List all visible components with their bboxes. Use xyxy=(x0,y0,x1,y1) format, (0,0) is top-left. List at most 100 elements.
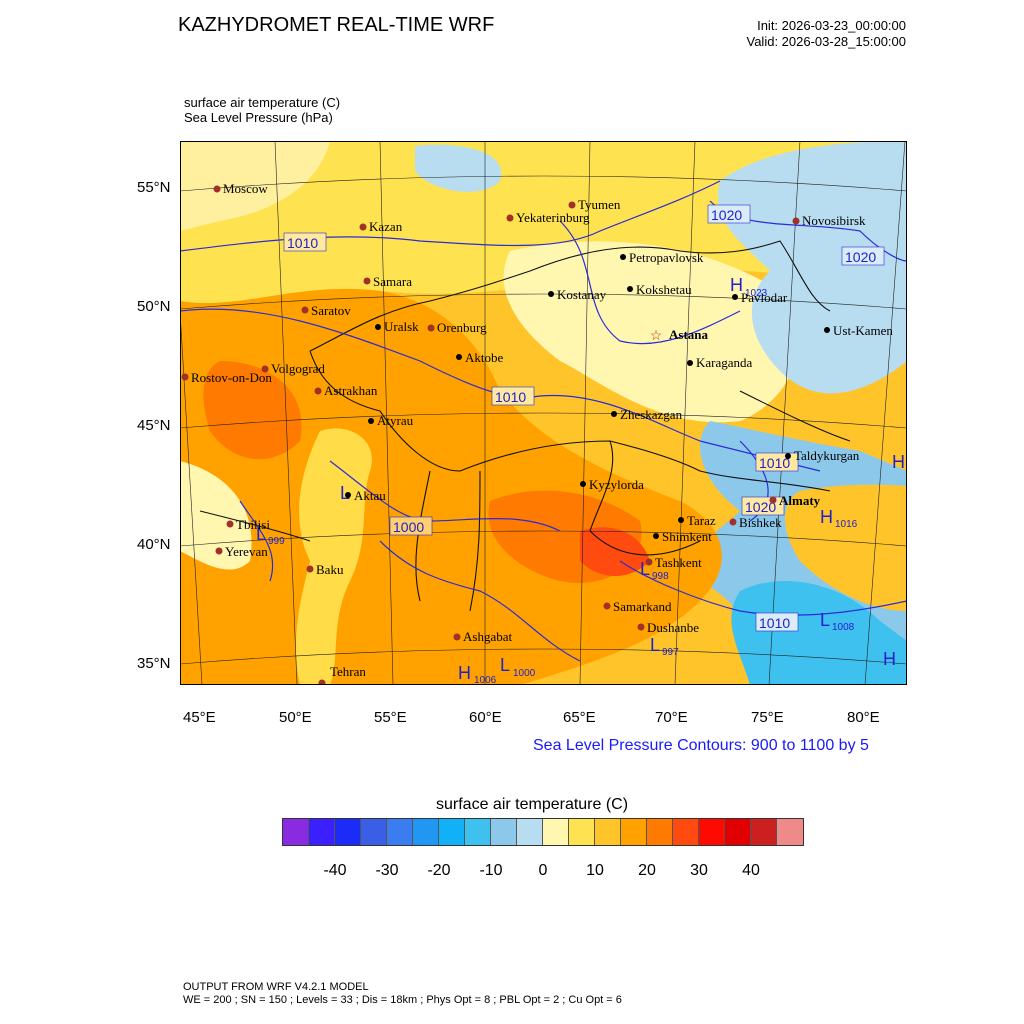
city-dot xyxy=(368,418,374,424)
temp-zone-hottest xyxy=(580,527,650,576)
footer-config: WE = 200 ; SN = 150 ; Levels = 33 ; Dis … xyxy=(183,994,622,1006)
city-label: Rostov-on-Don xyxy=(191,370,272,385)
pressure-label: 1010 xyxy=(495,389,526,405)
city-label: Astrakhan xyxy=(324,383,378,398)
city-label: Tashkent xyxy=(655,555,702,570)
temp-zone-cold-north xyxy=(415,144,502,192)
pressure-labels: 1010 1020 1020 1020 1010 1010 1010 1000 xyxy=(283,204,885,632)
city-label: Pavlodar xyxy=(741,290,788,305)
colorbar-tick: 30 xyxy=(690,862,708,879)
colorbar-tick: 20 xyxy=(638,862,656,879)
lon-label: 50°E xyxy=(279,709,312,726)
high-center-marker: H xyxy=(883,649,896,669)
city-dot xyxy=(732,294,738,300)
city-label: Orenburg xyxy=(437,320,487,335)
lon-label: 45°E xyxy=(183,709,216,726)
colorbar-tick: -20 xyxy=(427,862,451,879)
pressure-label: 1020 xyxy=(845,249,876,265)
city-label: Yekaterinburg xyxy=(516,210,590,225)
colorbar-tick: -10 xyxy=(479,862,503,879)
city-label: Novosibirsk xyxy=(802,213,866,228)
city-label: Ashgabat xyxy=(463,629,512,644)
city-dot xyxy=(215,547,223,555)
colorbar-swatch xyxy=(777,819,803,845)
city-dot xyxy=(453,633,461,641)
lat-label: 55°N xyxy=(137,179,171,196)
low-center-marker: L xyxy=(640,559,650,579)
city-dot xyxy=(687,360,693,366)
colorbar-swatch xyxy=(673,819,699,845)
pressure-label: 1020 xyxy=(711,207,742,223)
city-label: Astana xyxy=(669,327,709,342)
city-dot xyxy=(548,291,554,297)
temp-zone-hot-caspian-west xyxy=(203,361,302,460)
init-time: Init: 2026-03-23_00:00:00 xyxy=(757,18,906,33)
colorbar-swatch xyxy=(569,819,595,845)
lon-label: 65°E xyxy=(563,709,596,726)
colorbar-swatch xyxy=(595,819,621,845)
city-label: Kokshetau xyxy=(636,282,692,297)
city-label: Aktau xyxy=(354,488,386,503)
city-dot xyxy=(645,558,653,566)
lat-label: 50°N xyxy=(137,298,171,315)
high-center-marker: H xyxy=(820,507,833,527)
lon-label: 80°E xyxy=(847,709,880,726)
city-label: Tbilisi xyxy=(236,517,270,532)
city-label: Zheskazgan xyxy=(620,407,683,422)
pressure-label: 1000 xyxy=(393,519,424,535)
colorbar-swatch xyxy=(647,819,673,845)
colorbar-swatch xyxy=(335,819,361,845)
city-dot xyxy=(456,354,462,360)
city-dot xyxy=(729,518,737,526)
city-label: Baku xyxy=(316,562,344,577)
city-dot xyxy=(427,324,435,332)
city-dot xyxy=(769,496,777,504)
colorbar-tick: -30 xyxy=(375,862,399,879)
city-label: Almaty xyxy=(779,493,821,508)
city-dot xyxy=(226,520,234,528)
city-label: Moscow xyxy=(223,181,268,196)
lon-label: 60°E xyxy=(469,709,502,726)
pressure-label: 1010 xyxy=(759,615,790,631)
colorbar-swatch xyxy=(621,819,647,845)
city-label: Karaganda xyxy=(696,355,753,370)
temp-zone-tarim xyxy=(785,484,907,611)
pressure-label: 1020 xyxy=(745,499,776,515)
city-label: Dushanbe xyxy=(647,620,699,635)
high-center-marker: H xyxy=(730,275,743,295)
chart-title: KAZHYDROMET REAL-TIME WRF xyxy=(178,14,495,36)
capital-star-icon: ☆ xyxy=(650,327,663,343)
city-dot xyxy=(603,602,611,610)
colorbar-tick: -40 xyxy=(323,862,347,879)
city-label: Petropavlovsk xyxy=(629,250,704,265)
city-dot xyxy=(375,324,381,330)
variable-temperature: surface air temperature (C) xyxy=(184,95,341,110)
city-dot xyxy=(792,217,800,225)
low-center-marker: L xyxy=(650,635,660,655)
city-label: Ust-Kamen xyxy=(833,323,893,338)
colorbar-tick: 40 xyxy=(742,862,760,879)
center-value: 1023 xyxy=(745,288,768,299)
pressure-label: 1010 xyxy=(287,235,318,251)
city-label: Yerevan xyxy=(225,544,268,559)
lat-label: 40°N xyxy=(137,536,171,553)
slp-contours xyxy=(180,180,907,662)
country-borders xyxy=(199,240,851,612)
city-dot xyxy=(568,201,576,209)
map-frame xyxy=(180,141,907,685)
temperature-colorbar xyxy=(282,818,804,846)
colorbar-swatch xyxy=(517,819,543,845)
city-label: Samara xyxy=(373,274,412,289)
center-value: 1000 xyxy=(513,668,536,679)
city-label: Shimkent xyxy=(662,529,712,544)
city-dot xyxy=(637,623,645,631)
colorbar-swatch xyxy=(361,819,387,845)
colorbar-swatch xyxy=(413,819,439,845)
temp-zone-cold-northeast xyxy=(718,141,907,394)
city-dot xyxy=(506,214,514,222)
center-value: 997 xyxy=(662,647,679,658)
lon-label: 55°E xyxy=(374,709,407,726)
colorbar-swatch xyxy=(699,819,725,845)
colorbar-swatch xyxy=(439,819,465,845)
city-dot xyxy=(580,481,586,487)
